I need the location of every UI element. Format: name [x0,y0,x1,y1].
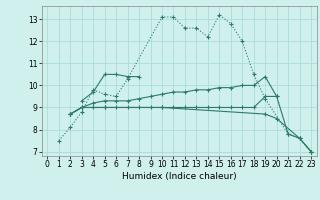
X-axis label: Humidex (Indice chaleur): Humidex (Indice chaleur) [122,172,236,181]
